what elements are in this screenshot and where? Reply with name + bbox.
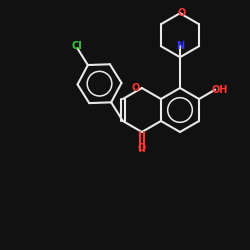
- Text: O: O: [138, 143, 146, 153]
- Text: Cl: Cl: [72, 41, 83, 51]
- Text: O: O: [132, 83, 140, 93]
- Text: N: N: [176, 41, 184, 51]
- Text: OH: OH: [211, 85, 228, 95]
- Text: O: O: [178, 8, 186, 18]
